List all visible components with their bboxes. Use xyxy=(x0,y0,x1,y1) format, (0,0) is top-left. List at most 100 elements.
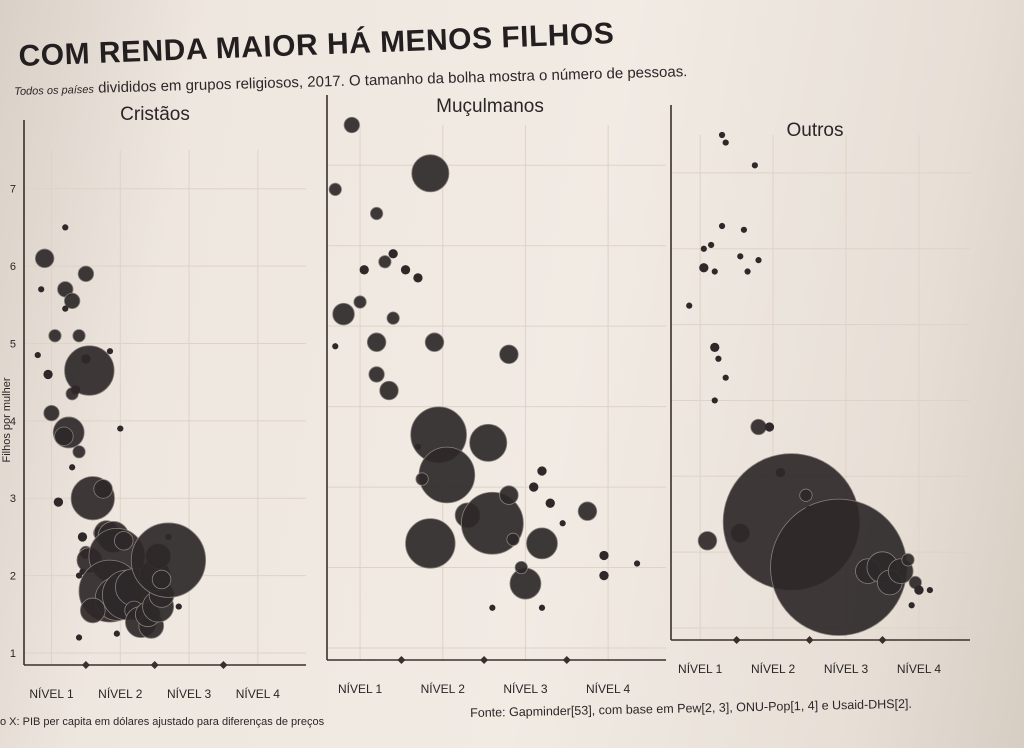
bubble xyxy=(368,366,385,383)
bubble xyxy=(499,344,519,365)
bubble xyxy=(722,374,729,381)
bubble xyxy=(469,423,508,462)
x-tick-label: NÍVEL 4 xyxy=(586,681,631,696)
bubble xyxy=(599,570,609,581)
bubble xyxy=(413,273,423,283)
bubble xyxy=(77,532,88,542)
x-tick-label: NÍVEL 1 xyxy=(29,686,74,701)
bubble xyxy=(722,139,729,146)
x-tick-label: NÍVEL 1 xyxy=(678,661,723,676)
bubble xyxy=(424,332,445,352)
bubble xyxy=(62,224,69,231)
x-tick-label: NÍVEL 2 xyxy=(98,686,143,701)
bubble xyxy=(113,630,120,637)
bubble xyxy=(537,466,547,476)
bubble xyxy=(38,286,45,293)
bubble xyxy=(804,505,815,516)
x-tick-label: NÍVEL 2 xyxy=(421,681,466,696)
bubble xyxy=(72,329,86,343)
bubble xyxy=(700,245,707,252)
footer-axis-note: o X: PIB per capita em dólares ajustado … xyxy=(0,716,325,728)
x-tick-label: NÍVEL 1 xyxy=(338,681,383,696)
bubble xyxy=(175,603,182,610)
bubble xyxy=(332,343,339,350)
bubble xyxy=(411,154,450,193)
bubble xyxy=(418,446,476,504)
bubble xyxy=(711,397,718,404)
x-tick-marker xyxy=(150,661,159,669)
x-tick-marker xyxy=(81,661,90,669)
bubble xyxy=(72,445,86,459)
bubble xyxy=(117,425,124,432)
bubble xyxy=(914,585,924,595)
y-tick-label: 6 xyxy=(10,261,16,273)
bubble xyxy=(415,472,429,486)
bubble xyxy=(751,162,758,169)
bubble xyxy=(715,355,722,362)
bubble xyxy=(151,569,172,590)
bubble xyxy=(499,485,519,505)
bubble xyxy=(577,501,598,521)
x-tick-label: NÍVEL 2 xyxy=(751,661,796,676)
bubble xyxy=(54,426,74,447)
bubble xyxy=(901,553,915,567)
y-tick-label: 4 xyxy=(10,416,16,428)
bubble xyxy=(908,602,915,609)
bubble xyxy=(93,479,113,499)
x-tick-label: NÍVEL 3 xyxy=(167,686,212,701)
panel-2: Muçulmanos NÍVEL 1 NÍVEL 2 NÍVEL 3 NÍVEL 4 xyxy=(326,95,666,696)
bubble xyxy=(489,604,496,611)
bubble xyxy=(509,567,542,600)
panel-1: Cristãos 1 2 3 4 5 6 7 Filhos por mulher NÍVEL 1 N… xyxy=(1,104,306,701)
x-tick-label: NÍVEL 4 xyxy=(897,661,942,676)
x-tick-marker xyxy=(480,656,489,664)
bubble xyxy=(343,116,360,134)
bubble xyxy=(332,302,355,326)
bubble xyxy=(62,305,69,312)
bubble xyxy=(77,265,95,282)
bubble xyxy=(370,206,384,221)
bubble xyxy=(526,527,558,560)
x-tick-marker xyxy=(562,656,571,664)
x-tick-marker xyxy=(219,661,228,669)
bubble xyxy=(926,586,933,594)
y-tick-label: 2 xyxy=(10,571,16,583)
y-tick-label: 1 xyxy=(10,648,16,660)
bubble xyxy=(775,467,786,478)
bubble xyxy=(545,498,555,508)
bubble xyxy=(744,268,751,275)
x-tick-label: NÍVEL 3 xyxy=(503,681,548,696)
bubble xyxy=(75,634,83,641)
bubble xyxy=(106,348,114,355)
bubble xyxy=(328,182,342,196)
bubble xyxy=(710,342,720,353)
bubble xyxy=(34,248,55,269)
bubble xyxy=(400,265,411,275)
y-tick-label: 3 xyxy=(10,493,16,505)
bubble xyxy=(506,532,520,546)
bubble xyxy=(538,604,546,611)
bubble xyxy=(79,597,106,624)
bubble xyxy=(599,550,609,561)
y-axis-label: Filhos por mulher xyxy=(1,377,13,462)
bubble xyxy=(63,292,81,310)
bubble xyxy=(43,369,53,380)
bubble xyxy=(529,482,539,492)
panel-3: Outros NÍVEL 1 NÍVEL 2 NÍVEL 3 NÍVEL 4 xyxy=(670,105,970,676)
bubble xyxy=(559,520,566,527)
bubble xyxy=(359,265,369,275)
bubble xyxy=(750,418,767,436)
bubble xyxy=(697,531,718,551)
x-tick-label: NÍVEL 3 xyxy=(824,661,869,676)
panel-title: Outros xyxy=(786,120,843,141)
bubble xyxy=(353,295,367,309)
bubble xyxy=(799,488,813,502)
bubble xyxy=(165,533,172,541)
x-tick-marker xyxy=(397,656,406,664)
bubble xyxy=(686,302,693,309)
x-tick-marker xyxy=(805,636,814,644)
bubble xyxy=(81,354,91,364)
bubble xyxy=(386,311,400,325)
bubble xyxy=(718,222,726,230)
